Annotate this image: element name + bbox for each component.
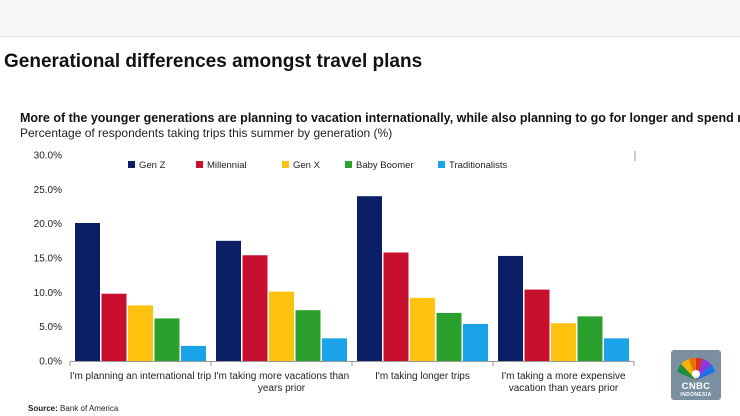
bar [128,305,153,361]
category-label: years prior [258,383,306,394]
category-label: I'm taking a more expensive [501,371,626,382]
bar [410,297,435,361]
bar [551,323,576,361]
bar [242,255,268,361]
bar [181,345,206,361]
bar [577,316,603,361]
bar [101,293,127,361]
source-note: Source: Bank of America [28,404,118,413]
y-tick-label: 10.0% [34,288,62,299]
chart-subtitle: Percentage of respondents taking trips t… [20,126,393,140]
legend-swatch [438,161,445,168]
bar [357,196,382,361]
top-bar [0,0,740,37]
y-tick-label: 25.0% [34,185,62,196]
bar [322,338,347,361]
y-tick-label: 30.0% [34,151,62,162]
bar-chart: 0.0% 5.0% 10.0% 15.0% 20.0% 25.0% 30.0% I'm pla… [34,151,636,394]
legend-label: Gen Z [139,160,166,171]
legend-swatch [128,161,135,168]
legend-swatch [282,161,289,168]
chart-title: More of the younger generations are plan… [20,111,740,125]
page-title: Generational differences amongst travel … [4,51,423,72]
bar [463,323,488,361]
category-label: I'm taking longer trips [375,371,470,382]
bar [383,252,409,361]
bar [75,222,100,361]
bar [436,312,462,361]
bar [216,240,241,361]
logo-name: CNBC [681,381,711,392]
category-label: I'm taking more vacations than [214,371,349,382]
legend-label: Baby Boomer [356,160,414,171]
logo-subtitle: INDONESIA [680,392,712,398]
category-label: vacation than years prior [509,383,619,394]
legend-label: Traditionalists [449,160,508,171]
legend-swatch [196,161,203,168]
category-label: I'm planning an international trip [70,371,212,382]
bar [498,255,523,361]
source-label: Source: [28,404,58,413]
source-value: Bank of America [60,404,119,413]
y-tick-label: 5.0% [39,322,62,333]
y-tick-label: 20.0% [34,219,62,230]
legend-label: Gen X [293,160,321,171]
legend-swatch [345,161,352,168]
bar [154,318,180,361]
legend-label: Millennial [207,160,247,171]
bar [604,338,629,361]
bar [295,310,321,361]
bar [524,289,550,361]
y-tick-label: 15.0% [34,254,62,265]
y-tick-label: 0.0% [39,357,62,368]
bar [269,291,294,361]
cnbc-logo [671,350,721,400]
